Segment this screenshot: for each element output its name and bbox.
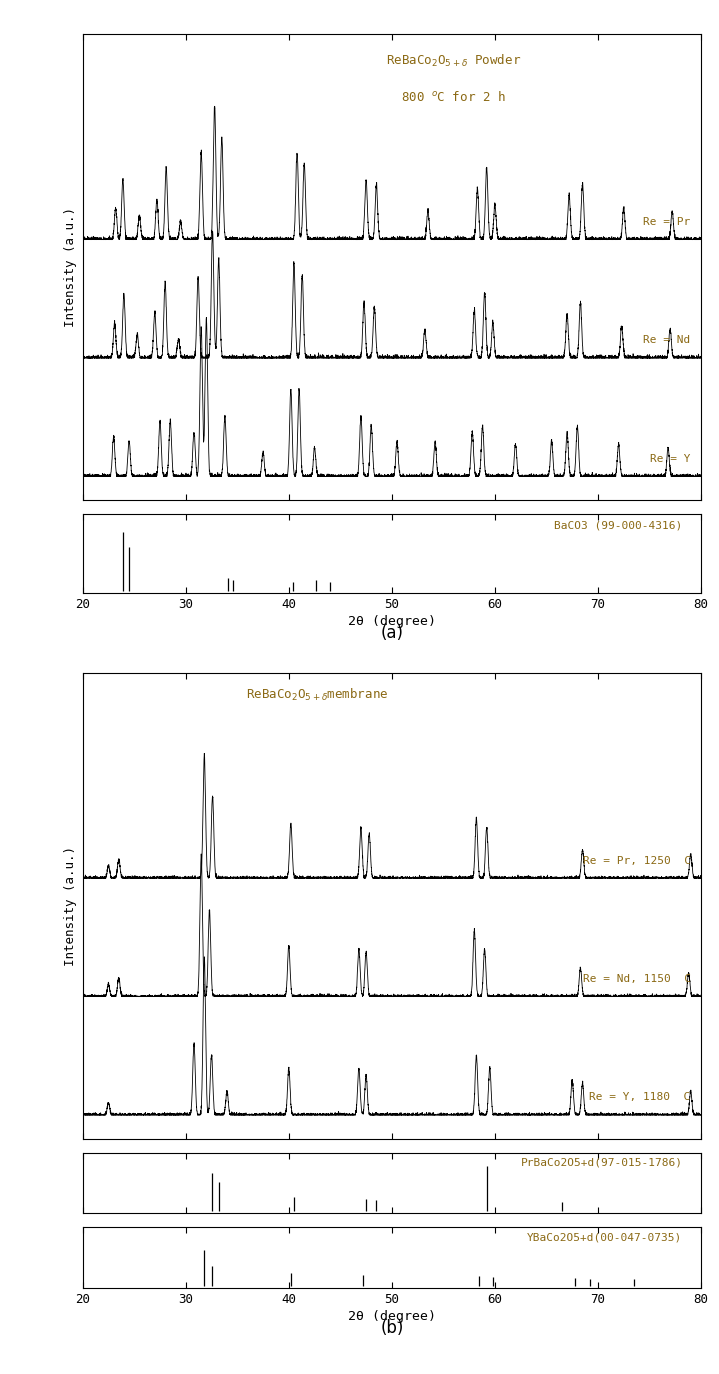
Text: Re = Y, 1180  C: Re = Y, 1180 C [590,1092,691,1102]
Text: ReBaCo$_2$O$_{5+\delta}$ Powder: ReBaCo$_2$O$_{5+\delta}$ Powder [386,54,521,69]
Text: Re = Pr, 1250  C: Re = Pr, 1250 C [582,856,691,866]
Text: PrBaCo2O5+d(97-015-1786): PrBaCo2O5+d(97-015-1786) [521,1158,682,1168]
Text: YBaCo2O5+d(00-047-0735): YBaCo2O5+d(00-047-0735) [527,1232,682,1242]
X-axis label: 2θ (degree): 2θ (degree) [348,616,436,628]
Y-axis label: Intensity (a.u.): Intensity (a.u.) [64,846,77,966]
Text: (a): (a) [380,624,403,642]
Text: Re = Y: Re = Y [650,453,691,464]
X-axis label: 2θ (degree): 2θ (degree) [348,1309,436,1323]
Text: (b): (b) [380,1319,403,1337]
Text: 800 $^o$C for 2 h: 800 $^o$C for 2 h [401,91,506,104]
Text: Re = Pr: Re = Pr [644,217,691,227]
Text: Re = Nd, 1150  C: Re = Nd, 1150 C [582,974,691,984]
Text: BaCO3 (99-000-4316): BaCO3 (99-000-4316) [554,521,682,530]
Text: Re = Nd: Re = Nd [644,335,691,345]
Y-axis label: Intensity (a.u.): Intensity (a.u.) [64,207,77,327]
Text: ReBaCo$_2$O$_{5+\delta}$membrane: ReBaCo$_2$O$_{5+\delta}$membrane [247,687,389,703]
